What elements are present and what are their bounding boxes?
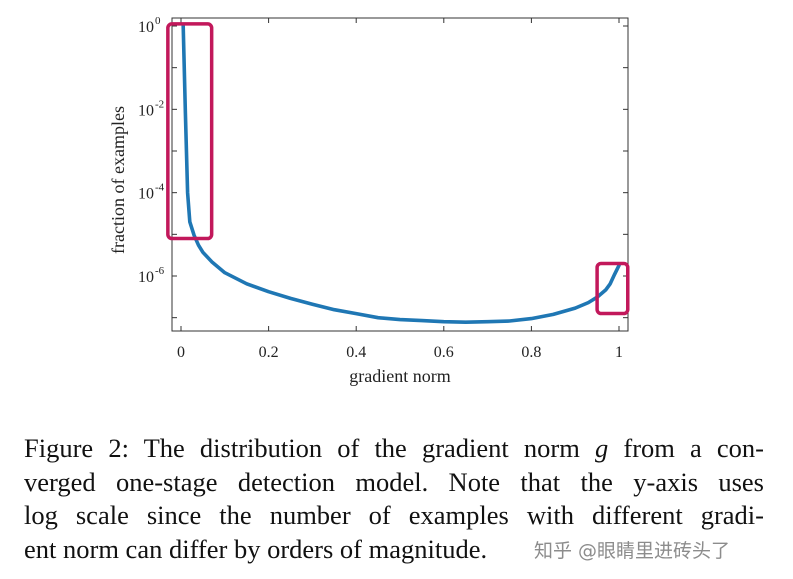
chart-annotations <box>166 22 630 316</box>
x-tick-label: 0.6 <box>434 344 454 361</box>
x-tick-label: 0.2 <box>259 344 279 361</box>
y-tick-label-exponent: 0 <box>155 15 161 27</box>
series-line <box>181 24 621 324</box>
plot-frame <box>171 17 629 332</box>
y-tick-label-exponent: -4 <box>155 182 165 194</box>
caption-variable-g: g <box>594 433 609 463</box>
x-tick-label: 0.4 <box>346 344 366 361</box>
watermark: 知乎 @眼睛里进砖头了 <box>534 540 731 562</box>
caption-line-2: verged one-stage detection model. Note t… <box>24 466 764 497</box>
caption-line-3: log scale since the number of examples w… <box>24 500 764 530</box>
y-tick-label: 10 <box>138 19 154 36</box>
highlight-box-1 <box>166 22 214 241</box>
y-tick-label-exponent: -6 <box>155 265 165 277</box>
caption-line-4: ent norm can differ by orders of magnitu… <box>24 533 488 564</box>
chart-series <box>181 24 621 324</box>
highlight-box-2 <box>595 261 630 316</box>
x-tick-label: 0.8 <box>521 344 541 361</box>
y-axis-label: fraction of examples <box>108 106 128 254</box>
y-tick-label-exponent: -2 <box>155 98 164 110</box>
x-tick-label: 1 <box>615 344 623 361</box>
x-axis-label: gradient norm <box>349 366 450 386</box>
y-tick-label: 10 <box>138 186 154 203</box>
caption-line-1: Figure 2: The distribution of the gradie… <box>24 433 764 463</box>
y-tick-label: 10 <box>138 102 154 119</box>
x-tick-label: 0 <box>177 344 185 361</box>
chart-axes <box>171 17 629 332</box>
figure-caption: Figure 2: The distribution of the gradie… <box>24 432 764 566</box>
y-tick-label: 10 <box>138 269 154 286</box>
